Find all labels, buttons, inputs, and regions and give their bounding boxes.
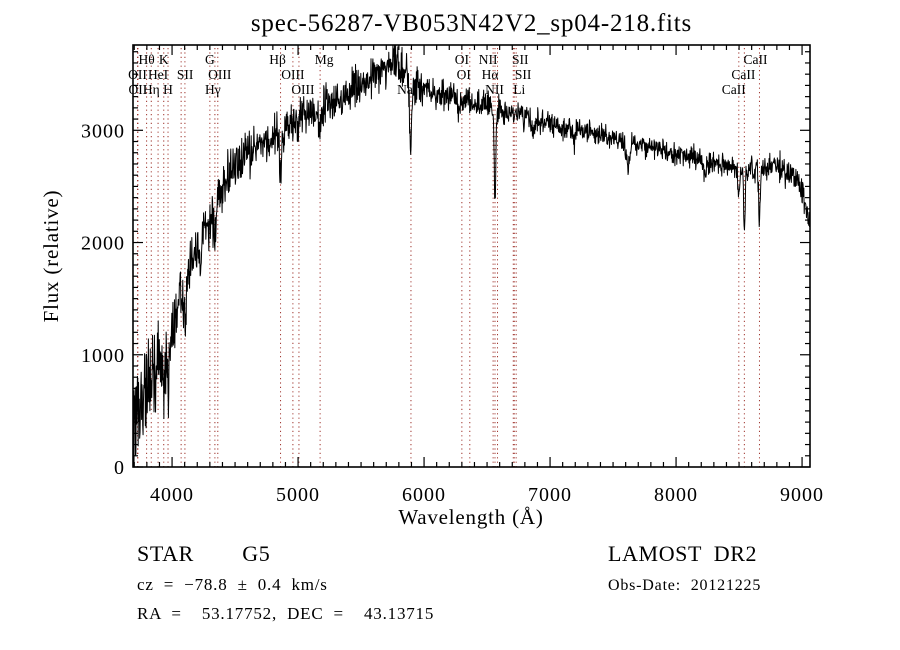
spectral-line-label: Hη [143,82,160,97]
spectral-line-markers [137,48,760,467]
x-tick-label: 9000 [780,484,824,506]
y-tick-label: 1000 [81,345,125,367]
spectral-line-label: G [205,52,215,67]
x-tick-label: 8000 [654,484,698,506]
spectral-line-label: SII [512,52,529,67]
spectral-line-label: Mg [315,52,334,67]
y-tick-label: 2000 [81,233,125,255]
spectral-line-label: K [159,52,169,67]
spectral-line-label: OIII [291,82,315,97]
x-tick-label: 4000 [150,484,194,506]
spectral-line-label: Hγ [205,82,221,97]
spectral-line-label: NII [479,52,498,67]
spectral-line-label: OIII [281,67,305,82]
spectral-line-label: OIII [208,67,232,82]
x-axis-label: Wavelength (Å) [398,505,543,529]
y-axis-label: Flux (relative) [39,190,63,323]
y-tick-label: 3000 [81,120,125,142]
obs-date-text: Obs-Date: 20121225 [608,577,762,594]
spectral-line-label: CaII [731,67,755,82]
spectral-line-label: Li [513,82,525,97]
plot-frame [132,44,811,468]
coordinates-text: RA = 53.17752, DEC = 43.13715 [137,604,435,623]
spectral-line-label: OI [455,52,470,67]
cz-value-text: cz = −78.8 ± 0.4 km/s [137,575,328,594]
spectral-line-label: Hα [482,67,499,82]
x-tick-label: 5000 [276,484,320,506]
y-tick-label: 0 [114,457,125,479]
x-tick-label: 6000 [402,484,446,506]
spectrum-trace [132,45,810,467]
spectral-line-label: SII [177,67,194,82]
plot-title: spec-56287-VB053N42V2_sp04-218.fits [250,10,693,37]
spectral-line-label: OI [457,67,472,82]
axes: 4000 5000 6000 7000 8000 9000 0 1000 2000 3000 [81,44,824,506]
flux-curve [132,45,810,467]
classification-text: STAR G5 [137,541,271,566]
spectral-line-label: Hθ [138,52,154,67]
spectral-line-labels: OIIOIIHθHηHeIKHSIIGHγOIIIHβOIIIOIIIMgNaO… [128,52,768,97]
spectral-line-label: HeI [148,67,169,82]
spectral-line-label: H [163,82,173,97]
x-tick-label: 7000 [528,484,572,506]
spectral-line-label: Na [397,82,413,97]
survey-release-text: LAMOST DR2 [608,541,758,566]
spectral-line-label: SII [515,67,532,82]
spectral-line-label: CaII [722,82,746,97]
spectral-line-label: CaII [743,52,767,67]
spectral-line-label: Hβ [269,52,286,67]
spectral-line-label: NII [485,82,504,97]
spectrum-plot: OIIOIIHθHηHeIKHSIIGHγOIIIHβOIIIOIIIMgNaO… [39,44,824,529]
